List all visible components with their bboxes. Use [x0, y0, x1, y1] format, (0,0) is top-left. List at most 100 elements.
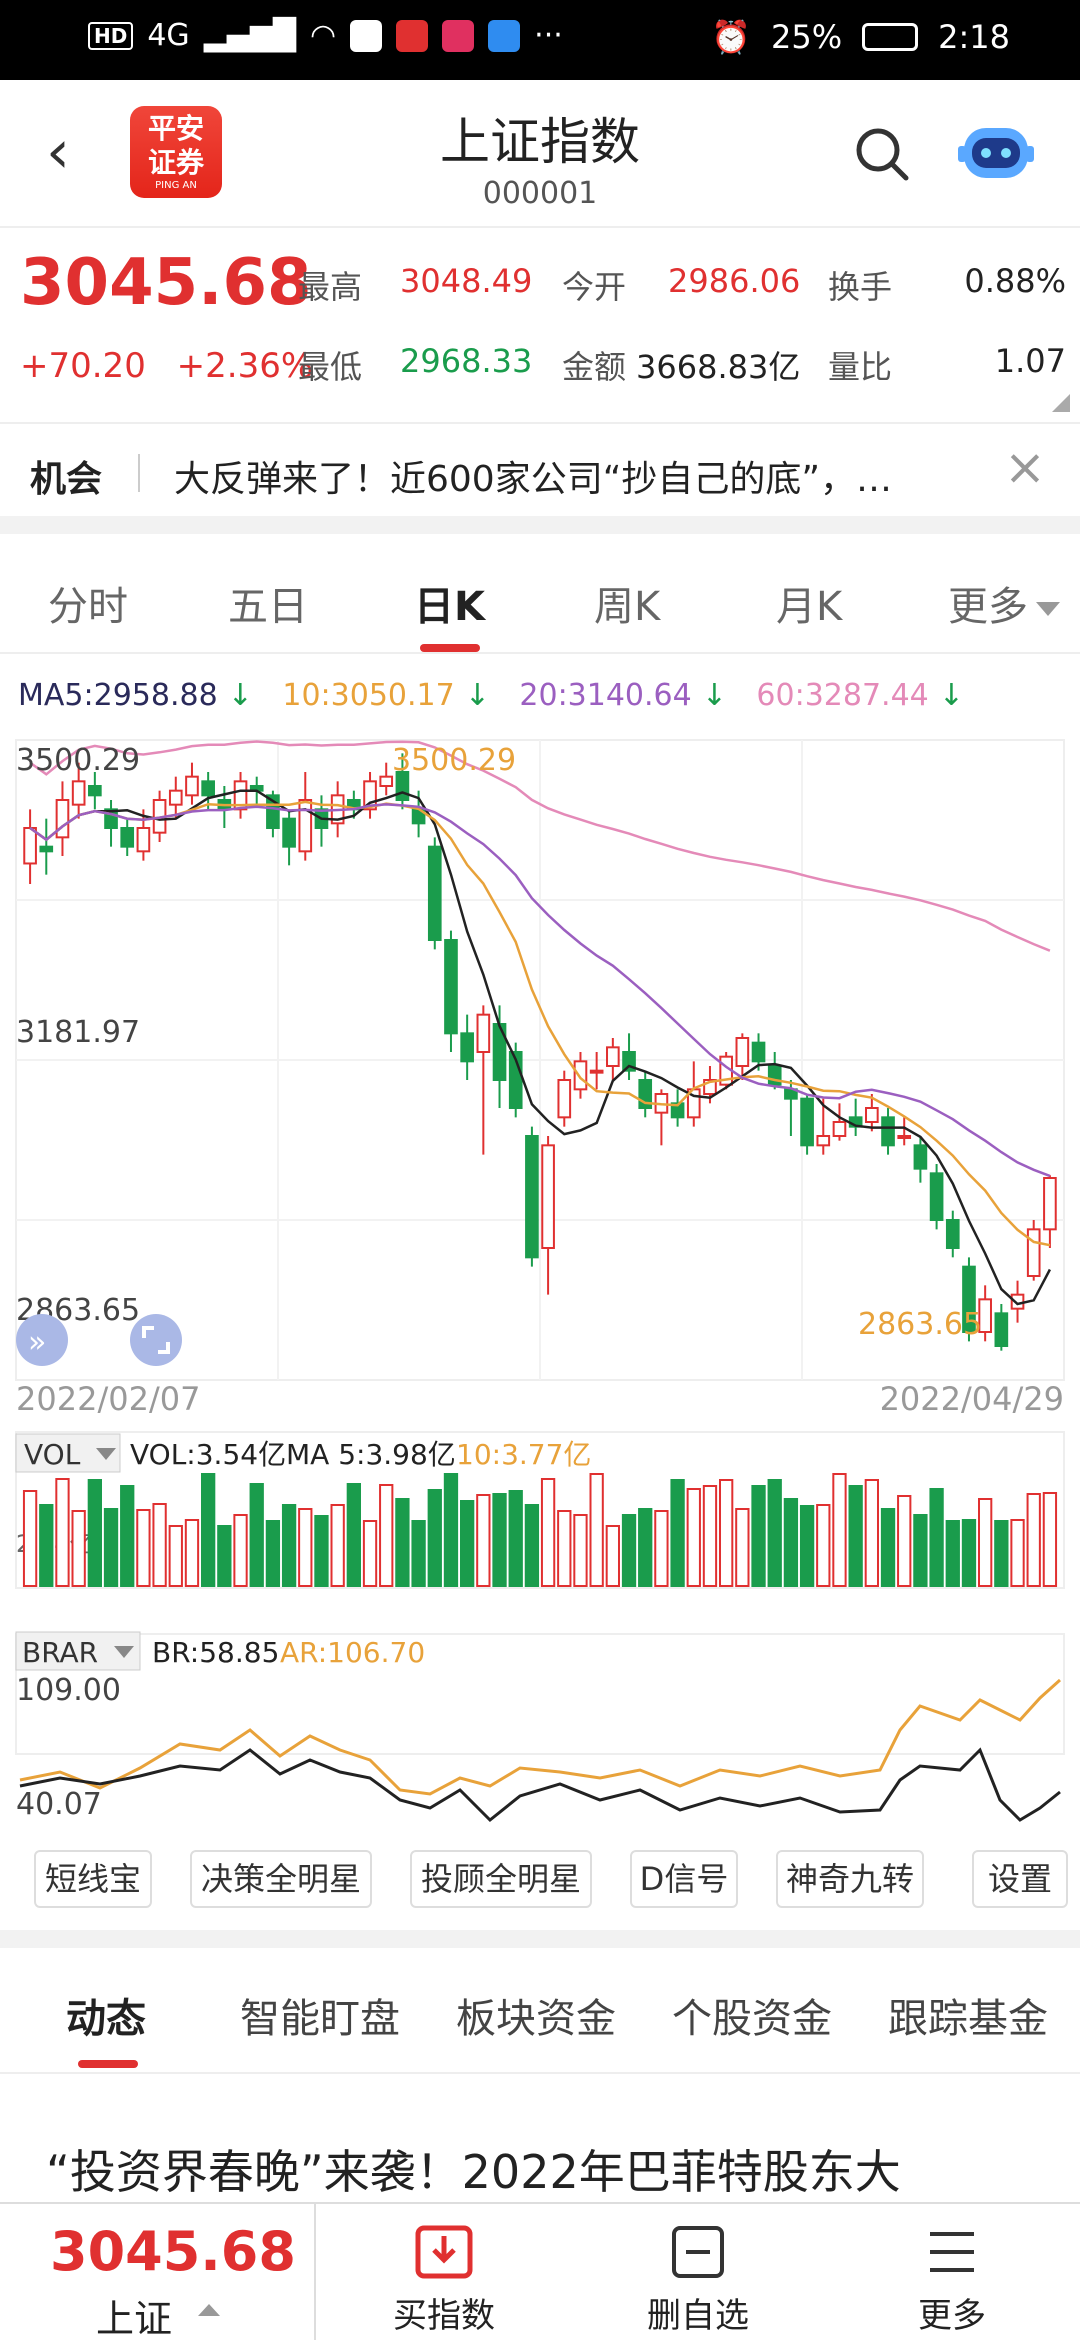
candle-body — [606, 1046, 620, 1068]
volume-bar — [735, 1508, 750, 1587]
volume-bar — [1026, 1493, 1041, 1587]
app-icon-heart — [442, 19, 475, 52]
minus-box-icon — [672, 2226, 724, 2278]
remove-watchlist-button[interactable]: 删自选 — [618, 2224, 778, 2337]
candle-body — [913, 1144, 928, 1170]
brar-axis-top: 109.00 — [16, 1673, 121, 1708]
y-label-mid: 3181.97 — [16, 1015, 140, 1050]
price-change: +70.20 +2.36% — [20, 346, 313, 386]
tool-short-line[interactable]: 短线宝 — [34, 1850, 152, 1908]
volume-bar — [540, 1478, 556, 1587]
vol-dropdown-icon[interactable] — [96, 1448, 116, 1460]
volume-bar — [39, 1504, 54, 1587]
stock-code: 000001 — [482, 176, 598, 211]
volume-bar — [103, 1508, 119, 1587]
volume-bar — [346, 1483, 361, 1587]
volume-bar — [1010, 1519, 1025, 1587]
more-button[interactable]: 更多 — [872, 2224, 1032, 2337]
tab-more[interactable]: 更多 — [948, 574, 1060, 632]
ma60-arrow: ↓ — [938, 678, 964, 713]
candle-body — [55, 799, 70, 839]
volume-bar — [557, 1510, 572, 1587]
tab-five-day[interactable]: 五日 — [228, 584, 308, 630]
high-label: 最高 — [298, 268, 363, 306]
content-tab-indicator — [78, 2060, 138, 2068]
close-icon[interactable]: × — [1004, 438, 1046, 496]
vol-ma10: 10:3.77亿 — [456, 1438, 591, 1471]
brar-selector[interactable]: BRAR — [22, 1636, 98, 1669]
candle-body — [945, 1219, 960, 1249]
back-icon[interactable]: ‹ — [46, 117, 70, 187]
volume-bar — [22, 1490, 38, 1587]
kline-tabs: 分时 五日 日K 周K 月K 更多 — [0, 534, 1080, 654]
candle-body — [589, 1069, 604, 1074]
candle-body — [1043, 1177, 1057, 1231]
tool-decision-star[interactable]: 决策全明星 — [190, 1850, 372, 1908]
x-end-date: 2022/04/29 — [880, 1380, 1064, 1418]
tab-daily-k[interactable]: 日K — [414, 584, 485, 630]
tool-d-signal[interactable]: D信号 — [630, 1850, 738, 1908]
buy-index-label: 买指数 — [393, 2296, 495, 2336]
svg-text:»: » — [28, 1325, 46, 1360]
chevron-up-icon[interactable] — [198, 2304, 220, 2316]
tab-smart-watch[interactable]: 智能盯盘 — [240, 1996, 400, 2042]
change-value: +70.20 — [20, 346, 146, 386]
candle-body — [427, 845, 442, 941]
tab-stock-funds[interactable]: 个股资金 — [672, 1996, 832, 2042]
candle-body — [395, 771, 410, 801]
news-text[interactable]: 大反弹来了！近600家公司“抄自己的底”，… — [174, 459, 893, 500]
tab-tracking-funds[interactable]: 跟踪基金 — [888, 1996, 1048, 2042]
app-icon-red — [396, 19, 429, 52]
ma60-text: 60:3287.44 — [756, 678, 929, 713]
candle-body — [39, 845, 54, 853]
tab-dynamics[interactable]: 动态 — [66, 1996, 146, 2042]
chart-area[interactable]: 3500.29 3181.97 2863.65 3500.29 2863.65 … — [0, 720, 1080, 1830]
tool-settings[interactable]: 设置 — [972, 1850, 1068, 1908]
status-left: HD 4G ▂▄▆█ ◠ ··· — [88, 18, 563, 53]
volume-bar — [55, 1478, 70, 1587]
app-icon-search — [488, 19, 521, 52]
tab-intraday[interactable]: 分时 — [48, 584, 128, 630]
candle-body — [120, 827, 135, 848]
brar-dropdown-icon[interactable] — [114, 1646, 134, 1658]
search-icon[interactable] — [852, 124, 912, 184]
ar-value: AR:106.70 — [280, 1636, 425, 1669]
candle-body — [962, 1265, 976, 1334]
turnover-value: 0.88% — [964, 262, 1066, 300]
tab-monthly-k[interactable]: 月K — [776, 584, 843, 630]
logo-sub: PING AN — [155, 180, 197, 191]
volratio-label: 量比 — [828, 348, 893, 386]
tab-weekly-k[interactable]: 周K — [594, 584, 661, 630]
candle-body — [168, 789, 183, 806]
volume-bar — [654, 1510, 669, 1587]
bottom-bar: 3045.68 上证 买指数 删自选 更多 — [0, 2202, 1080, 2340]
volume-bar — [265, 1520, 281, 1587]
tab-sector-funds[interactable]: 板块资金 — [456, 1996, 616, 2042]
news-headline[interactable]: “投资界春晚”来袭！2022年巴菲特股东大 — [46, 2145, 901, 2199]
volume-bar — [913, 1514, 928, 1587]
volume-bar — [864, 1479, 879, 1587]
clock: 2:18 — [938, 18, 1010, 56]
expand-corner-icon[interactable] — [1052, 394, 1070, 412]
ma10-text: 10:3050.17 — [282, 678, 455, 713]
volume-bar — [605, 1525, 620, 1587]
menu-lines-icon — [930, 2232, 974, 2272]
news-banner[interactable]: 机会 大反弹来了！近600家公司“抄自己的底”，… × — [0, 422, 1080, 516]
assistant-robot-icon[interactable] — [958, 120, 1034, 182]
open-label: 今开 — [562, 268, 627, 306]
candle-body — [929, 1172, 944, 1222]
candle-body — [832, 1121, 847, 1137]
vol-selector[interactable]: VOL — [24, 1438, 81, 1471]
bottom-index-name[interactable]: 上证 — [96, 2297, 173, 2340]
ma20-text: 20:3140.64 — [519, 678, 692, 713]
volume-bar — [460, 1500, 475, 1587]
fast-forward-icon[interactable]: » — [16, 1314, 68, 1366]
buy-index-button[interactable]: 买指数 — [364, 2224, 524, 2337]
tool-magic-nine[interactable]: 神奇九转 — [776, 1850, 924, 1908]
news-divider — [138, 454, 140, 492]
fullscreen-icon[interactable] — [130, 1314, 182, 1366]
vol-ma5: MA 5:3.98亿 — [286, 1438, 456, 1471]
tool-advisor-star[interactable]: 投顾全明星 — [410, 1850, 592, 1908]
candle-body — [136, 827, 151, 853]
ma-line-60 — [29, 740, 1051, 952]
